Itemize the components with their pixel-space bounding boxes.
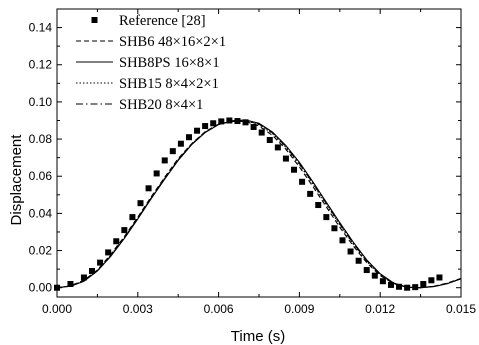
legend-marker [91,17,98,23]
reference-marker [169,148,176,155]
y-tick-label: 0.12 [29,58,53,72]
reference-marker [331,225,338,232]
y-tick-label: 0.00 [29,281,53,295]
series-line-2 [57,119,461,289]
reference-marker [420,280,427,287]
plot-area [54,117,461,291]
reference-marker [315,202,322,209]
tick-marks [56,9,462,297]
reference-marker [404,284,411,291]
reference-marker [347,248,354,255]
legend: Reference [28] SHB6 48×16×2×1 SHB8PS 16×8×… [76,13,226,113]
reference-marker [379,278,386,285]
x-tick-label: 0.006 [204,302,234,316]
reference-marker [185,134,192,141]
reference-marker [258,129,265,136]
x-tick-label: 0.003 [123,302,153,316]
legend-label: SHB20 8×4×1 [119,97,203,113]
plot-frame [56,8,462,298]
y-tick-label: 0.02 [29,244,53,258]
reference-marker [299,178,306,185]
reference-marker [80,274,87,281]
reference-marker [202,123,209,130]
legend-label: SHB8PS 16×8×1 [119,55,220,71]
reference-marker [67,280,74,287]
reference-marker [412,284,419,291]
y-tick-label: 0.04 [29,206,53,220]
reference-marker [282,155,289,162]
reference-marker [218,118,225,125]
reference-marker [323,214,330,221]
reference-marker [250,123,257,130]
reference-marker [105,249,112,256]
legend-label: SHB6 48×16×2×1 [119,34,226,50]
reference-marker [177,140,184,147]
y-tick-label: 0.08 [29,132,53,146]
y-tick-label: 0.10 [29,95,53,109]
reference-marker [355,257,362,264]
reference-marker [387,281,394,288]
reference-marker [266,136,273,143]
reference-marker [137,200,144,207]
legend-label: Reference [28] [119,13,206,29]
reference-marker [89,267,96,274]
x-tick-label: 0.009 [284,302,314,316]
reference-marker [226,117,233,124]
reference-marker [234,118,241,125]
reference-marker [153,170,160,177]
reference-marker [363,267,370,274]
reference-marker [339,237,346,244]
reference-marker [291,166,298,173]
reference-marker [242,119,249,126]
reference-marker [97,259,104,266]
reference-marker [194,127,201,134]
reference-marker [307,190,314,197]
y-tick-label: 0.14 [29,21,53,35]
x-tick-label: 0.015 [446,302,476,316]
reference-marker [428,277,435,284]
reference-marker [210,120,217,127]
legend-label: SHB15 8×4×2×1 [119,76,219,92]
axes [56,8,462,298]
reference-marker [129,214,136,221]
series-line-3 [57,120,461,289]
reference-marker [274,144,281,151]
y-tick-label: 0.06 [29,169,53,183]
tick-labels: 0.000 0.003 0.006 0.009 0.012 0.015 0.00 0.02 0.… [29,21,477,316]
series-line-4 [57,119,461,289]
series-line-1 [57,120,461,289]
x-tick-label: 0.000 [42,302,72,316]
x-tick-label: 0.012 [365,302,395,316]
reference-marker [436,274,443,281]
reference-marker [161,157,168,164]
x-axis-title: Time (s) [231,328,285,345]
reference-marker [121,227,128,234]
reference-marker [371,272,378,279]
y-axis-title: Displacement [8,134,25,226]
reference-marker [113,238,120,245]
reference-marker [145,185,152,192]
reference-marker [396,283,403,290]
